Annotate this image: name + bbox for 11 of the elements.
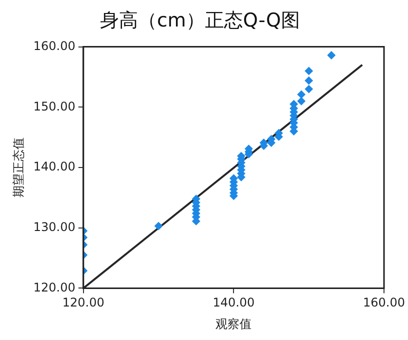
x-tick-label: 120.00 [62,296,104,310]
x-axis-title: 观察值 [216,316,252,331]
y-tick-label: 120.00 [33,280,76,294]
y-axis-title: 期望正态值 [11,138,26,198]
y-tick-label: 150.00 [33,99,76,114]
y-tick-label: 130.00 [33,220,76,234]
x-tick-label: 160.00 [363,296,406,310]
y-tick-label: 160.00 [33,38,76,53]
chart-title: 身高（cm）正态Q-Q图 [100,9,300,32]
x-tick-label: 140.00 [212,296,255,310]
y-tick-label: 140.00 [33,160,76,174]
